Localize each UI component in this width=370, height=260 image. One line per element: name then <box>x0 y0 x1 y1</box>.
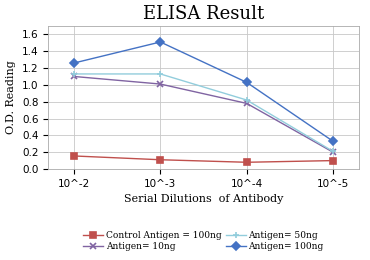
Line: Antigen= 10ng: Antigen= 10ng <box>71 73 336 156</box>
Antigen= 100ng <box>331 140 335 143</box>
Line: Antigen= 100ng: Antigen= 100ng <box>71 39 336 144</box>
Antigen= 100ng <box>245 81 249 84</box>
Antigen= 50ng <box>331 150 335 153</box>
Control Antigen = 100ng <box>158 158 162 161</box>
Antigen= 10ng <box>245 102 249 105</box>
Control Antigen = 100ng <box>72 154 76 158</box>
Antigen= 50ng <box>245 99 249 102</box>
Y-axis label: O.D. Reading: O.D. Reading <box>6 61 16 134</box>
Antigen= 10ng <box>158 82 162 86</box>
Control Antigen = 100ng <box>331 159 335 162</box>
Antigen= 10ng <box>72 75 76 78</box>
X-axis label: Serial Dilutions  of Antibody: Serial Dilutions of Antibody <box>124 194 283 204</box>
Antigen= 10ng <box>331 151 335 154</box>
Title: ELISA Result: ELISA Result <box>143 5 264 23</box>
Line: Antigen= 50ng: Antigen= 50ng <box>71 70 336 155</box>
Line: Control Antigen = 100ng: Control Antigen = 100ng <box>71 153 336 165</box>
Antigen= 100ng <box>72 61 76 64</box>
Antigen= 100ng <box>158 40 162 43</box>
Legend: Control Antigen = 100ng, Antigen= 10ng, Antigen= 50ng, Antigen= 100ng: Control Antigen = 100ng, Antigen= 10ng, … <box>83 231 324 251</box>
Control Antigen = 100ng <box>245 161 249 164</box>
Antigen= 50ng <box>158 72 162 75</box>
Antigen= 50ng <box>72 72 76 75</box>
